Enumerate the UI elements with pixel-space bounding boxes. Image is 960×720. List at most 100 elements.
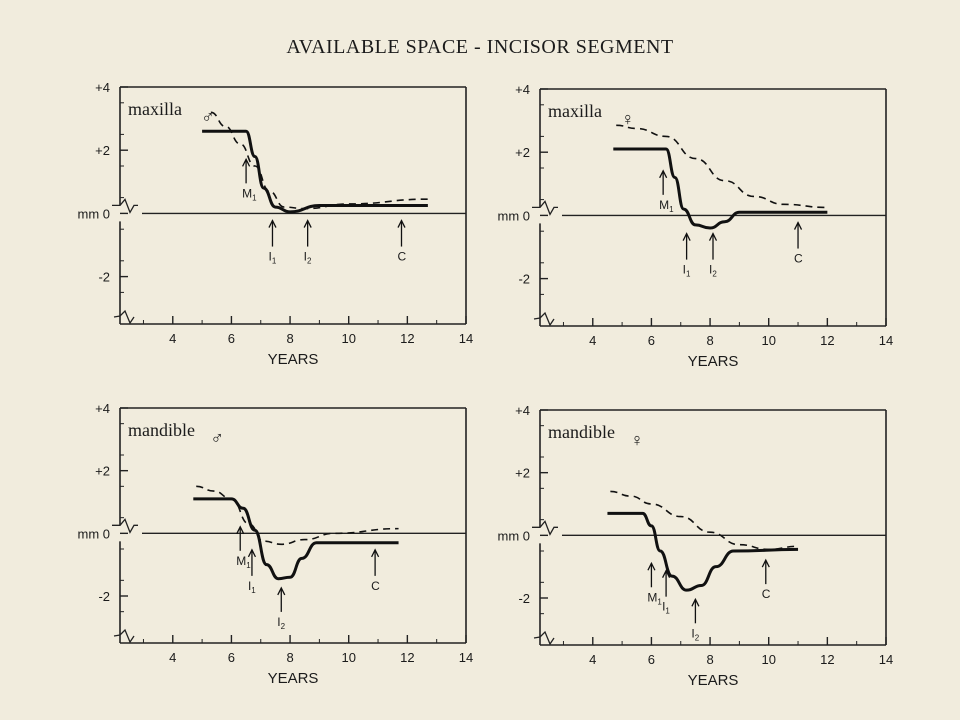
event-label: I2 <box>709 263 717 279</box>
x-tick-label: 12 <box>400 331 414 346</box>
event-arrow-head <box>277 586 286 596</box>
x-tick-label: 12 <box>820 333 834 348</box>
event-arrow-head <box>761 558 770 568</box>
event-arrow-head <box>242 157 251 167</box>
axis-break-bottom <box>113 628 135 644</box>
event-label: I2 <box>304 250 312 266</box>
axis-break-zero <box>112 198 138 214</box>
axis-break-zero <box>532 520 558 536</box>
y-tick-label: -2 <box>518 591 530 606</box>
y-tick-label: -2 <box>98 270 110 285</box>
event-arrow-head <box>682 232 691 241</box>
region-label: mandible <box>548 422 615 442</box>
x-tick-label: 4 <box>169 650 176 665</box>
y-tick-label: -2 <box>98 589 110 604</box>
sex-symbol: ♀ <box>630 430 644 450</box>
event-arrow-head <box>647 561 656 571</box>
x-tick-label: 10 <box>341 331 355 346</box>
event-label-subscript: 1 <box>657 597 662 606</box>
axis-break-zero <box>532 200 558 216</box>
y-tick-label: mm 0 <box>498 208 531 223</box>
x-tick-label: 12 <box>400 650 414 665</box>
y-tick-label: +2 <box>515 466 530 481</box>
sex-symbol: ♂ <box>201 107 215 127</box>
x-tick-label: 10 <box>341 650 355 665</box>
event-arrow-head <box>236 525 245 535</box>
x-axis-label: YEARS <box>688 353 739 370</box>
axis-break-bottom <box>113 309 135 325</box>
event-label-subscript: 1 <box>251 586 256 595</box>
y-tick-label: mm 0 <box>78 526 111 541</box>
sex-symbol: ♀ <box>621 109 635 129</box>
y-tick-label: +2 <box>95 143 110 158</box>
y-tick-label: +4 <box>95 80 110 95</box>
y-tick-label: mm 0 <box>78 206 111 221</box>
event-arrow-head <box>371 548 380 558</box>
event-arrow-head <box>268 219 277 228</box>
series-line-solid <box>613 147 828 230</box>
x-tick-label: 8 <box>286 650 293 665</box>
y-tick-label: +2 <box>515 145 530 160</box>
x-tick-label: 6 <box>648 333 655 348</box>
y-tick-label: +4 <box>515 403 530 418</box>
y-tick-label: +2 <box>95 464 110 479</box>
x-tick-label: 8 <box>706 333 713 348</box>
x-tick-label: 12 <box>820 652 834 667</box>
event-label-subscript: 1 <box>669 205 674 214</box>
x-tick-label: 14 <box>459 650 473 665</box>
series-line-solid <box>193 497 399 581</box>
y-tick-label: +4 <box>515 82 530 97</box>
event-label: C <box>762 587 771 601</box>
series-line-solid <box>607 511 799 592</box>
sex-symbol: ♂ <box>210 428 224 448</box>
x-tick-label: 4 <box>589 652 596 667</box>
x-tick-label: 8 <box>706 652 713 667</box>
event-label-subscript: 2 <box>307 257 312 266</box>
axis-break-bottom <box>533 630 555 646</box>
series-line-dashed <box>210 111 428 210</box>
x-tick-label: 14 <box>879 652 893 667</box>
event-label: I2 <box>691 626 699 642</box>
series-line-dashed <box>196 485 399 546</box>
x-tick-label: 6 <box>228 650 235 665</box>
event-arrow-head <box>659 169 668 179</box>
event-label-subscript: 1 <box>252 193 257 202</box>
region-label: maxilla <box>548 101 602 121</box>
y-tick-label: -2 <box>518 272 530 287</box>
x-tick-label: 4 <box>169 331 176 346</box>
event-arrow-head <box>793 221 803 230</box>
event-label-subscript: 1 <box>665 607 670 616</box>
x-tick-label: 8 <box>286 331 293 346</box>
x-tick-label: 14 <box>459 331 473 346</box>
x-tick-label: 10 <box>761 333 775 348</box>
axis-break-bottom <box>533 311 555 327</box>
page-title: AVAILABLE SPACE - INCISOR SEGMENT <box>286 36 674 58</box>
event-label: M1 <box>647 590 662 606</box>
x-tick-label: 10 <box>761 652 775 667</box>
x-axis-label: YEARS <box>268 351 319 368</box>
event-label: I1 <box>683 263 691 279</box>
series-line-dashed <box>610 490 799 551</box>
event-label-subscript: 1 <box>272 257 277 266</box>
y-tick-label: +4 <box>95 401 110 416</box>
event-label: M1 <box>659 198 674 214</box>
event-label-subscript: 2 <box>695 633 700 642</box>
event-label-subscript: 2 <box>281 622 286 631</box>
x-tick-label: 4 <box>589 333 596 348</box>
event-arrow-head <box>247 548 257 558</box>
event-arrow-head <box>708 232 718 241</box>
event-arrow-head <box>691 597 700 607</box>
event-label-subscript: 2 <box>712 270 717 279</box>
series-line-solid <box>202 129 428 214</box>
x-tick-label: 6 <box>648 652 655 667</box>
x-tick-label: 6 <box>228 331 235 346</box>
event-label: C <box>794 252 803 266</box>
event-label: I1 <box>662 600 670 616</box>
x-axis-label: YEARS <box>268 670 319 687</box>
event-label: I2 <box>277 615 285 631</box>
x-tick-label: 14 <box>879 333 893 348</box>
